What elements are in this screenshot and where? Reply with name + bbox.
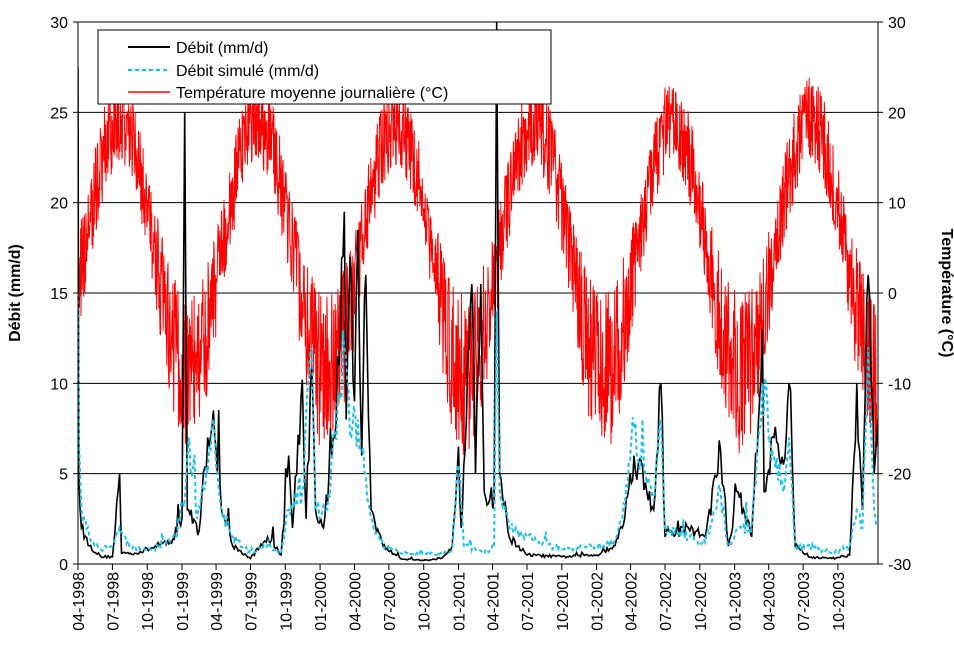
x-tick-label: 04-2003 — [762, 572, 779, 631]
y2-tick-label: 20 — [888, 105, 906, 122]
x-tick-label: 10-2003 — [831, 572, 848, 631]
y-tick-label: 25 — [50, 105, 68, 122]
y2-tick-label: -20 — [888, 467, 911, 484]
x-tick-label: 10-2000 — [417, 572, 434, 631]
x-tick-label: 01-2002 — [590, 572, 607, 631]
y2-tick-label: -10 — [888, 376, 911, 393]
x-tick-label: 01-2000 — [313, 572, 330, 631]
y-tick-label: 30 — [50, 15, 68, 32]
x-tick-label: 04-2002 — [624, 572, 641, 631]
y-tick-label: 0 — [59, 557, 68, 574]
x-tick-label: 04-2001 — [486, 572, 503, 631]
y-axis-left-title: Débit (mm/d) — [7, 244, 24, 342]
x-tick-label: 04-1998 — [71, 572, 88, 631]
y2-tick-label: -30 — [888, 557, 911, 574]
legend-box — [97, 29, 552, 105]
x-tick-label: 10-2002 — [693, 572, 710, 631]
y-tick-label: 20 — [50, 196, 68, 213]
y-tick-label: 5 — [59, 467, 68, 484]
legend: Débit (mm/d) Débit simulé (mm/d) Tempéra… — [97, 29, 552, 105]
legend-label-debit-simule: Débit simulé (mm/d) — [176, 63, 319, 80]
x-tick-label: 10-2001 — [555, 572, 572, 631]
y-axis-left: 0 5 10 15 20 25 30 — [50, 15, 78, 574]
x-tick-label: 07-2003 — [796, 572, 813, 631]
legend-label-debit: Débit (mm/d) — [176, 40, 268, 57]
x-tick-label: 07-2001 — [520, 572, 537, 631]
x-tick-label: 07-1998 — [105, 572, 122, 631]
y2-tick-label: 0 — [888, 286, 897, 303]
series-temperature-line — [78, 77, 878, 455]
y-axis-right-title: Température (°C) — [938, 229, 954, 358]
y2-tick-label: 10 — [888, 196, 906, 213]
series-debit-simule-line — [78, 292, 878, 558]
x-tick-label: 04-2000 — [348, 572, 365, 631]
x-tick-label: 07-2000 — [382, 572, 399, 631]
x-tick-label: 01-2003 — [728, 572, 745, 631]
x-tick-label: 04-1999 — [209, 572, 226, 631]
y-tick-label: 15 — [50, 286, 68, 303]
x-tick-label: 10-1998 — [140, 572, 157, 631]
x-tick-label: 07-2002 — [658, 572, 675, 631]
y2-tick-label: 30 — [888, 15, 906, 32]
x-axis: 04-1998 07-1998 10-1998 01-1999 04-1999 07-19… — [71, 564, 848, 631]
plot-area — [78, 22, 878, 562]
y-axis-right: -30 -20 -10 0 10 20 30 — [878, 15, 911, 574]
x-tick-label: 07-1999 — [243, 572, 260, 631]
series-debit-line — [78, 22, 878, 562]
x-tick-label: 01-2001 — [452, 572, 469, 631]
legend-label-temperature: Température moyenne journalière (°C) — [176, 85, 448, 102]
y-tick-label: 10 — [50, 376, 68, 393]
x-tick-label: 10-1999 — [278, 572, 295, 631]
x-tick-label: 01-1999 — [175, 572, 192, 631]
